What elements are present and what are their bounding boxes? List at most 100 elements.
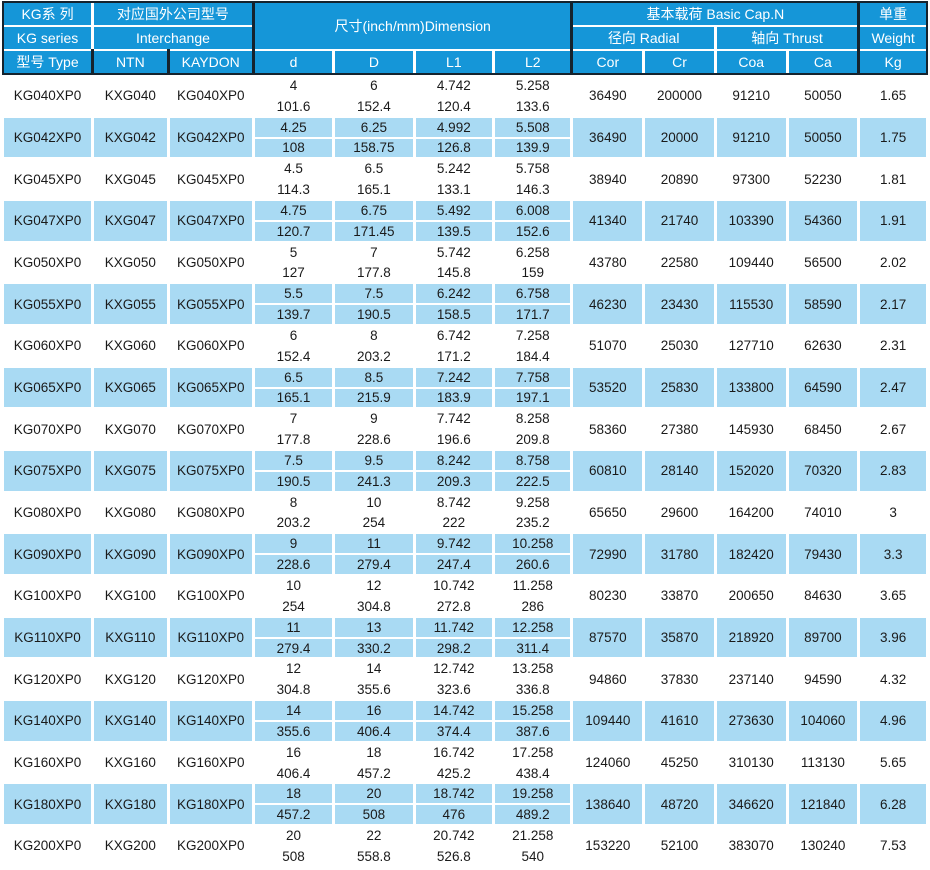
cell-dim-D: 9 228.6 [335, 408, 412, 450]
dim-inch-value: 7 [289, 411, 298, 427]
dim-inch-value: 11.258 [512, 577, 553, 593]
cell-ca: 64590 [788, 367, 858, 408]
table-row: KG180XP0 KXG180 KG180XP0 18 457.2 20 508 18.742… [4, 783, 926, 825]
dim-mm-value: 108 [282, 140, 305, 156]
dim-mm-value: 215.9 [357, 390, 391, 406]
dim-inch-value: 7.5 [254, 451, 333, 472]
cell-dim-d: 14 355.6 [254, 701, 333, 741]
dim-inch-value: 5.242 [436, 161, 471, 177]
dim-inch-value: 5.758 [515, 161, 550, 177]
cell-kaydon: KG042XP0 [169, 117, 252, 158]
dim-mm-value: 203.2 [276, 515, 311, 531]
dim-inch-value: 18.742 [415, 784, 493, 806]
cell-cor: 109440 [573, 701, 643, 741]
dim-mm-value: 197.1 [515, 390, 550, 406]
cell-ntn: KXG160 [104, 755, 156, 771]
cell-kaydon: KG065XP0 [169, 367, 252, 408]
dim-inch-value: 14.742 [415, 701, 493, 722]
dim-mm-value: 177.8 [276, 432, 311, 448]
dim-inch-value: 20 [286, 828, 302, 844]
header-dimension: 尺寸(inch/mm)Dimension [251, 1, 571, 51]
dim-inch-value: 6.5 [364, 161, 384, 177]
dim-inch-value: 6.75 [335, 201, 413, 222]
cell-kaydon: KG047XP0 [169, 201, 252, 241]
cell-kaydon: KG040XP0 [176, 88, 245, 104]
cell-dim-L1: 8.242 209.3 [415, 451, 493, 491]
table-row: KG200XP0 KXG200 KG200XP0 20 508 22 558.8 20.742… [4, 825, 926, 867]
cell-ca: 68450 [804, 421, 842, 437]
dim-mm-value: 279.4 [357, 557, 391, 573]
cell-dim-d: 4.5 114.3 [255, 158, 332, 200]
dim-mm-value: 254 [282, 598, 305, 614]
dim-inch-value: 8.242 [415, 451, 493, 472]
cell-dim-L1: 20.742 526.8 [416, 825, 492, 867]
cell-dim-D: 9.5 241.3 [335, 451, 413, 491]
cell-kaydon: KG180XP0 [169, 784, 252, 825]
cell-cor: 153220 [585, 838, 631, 854]
cell-ntn: KXG110 [94, 617, 167, 658]
cell-coa: 133800 [716, 367, 786, 408]
cell-dim-d: 4.75 120.7 [254, 201, 333, 241]
cell-kaydon: KG200XP0 [176, 838, 245, 854]
dim-inch-value: 18 [254, 784, 333, 806]
table-header: KG系 列 对应国外公司型号 尺寸(inch/mm)Dimension 基本载荷… [2, 1, 928, 75]
cell-ntn: KXG120 [104, 671, 156, 687]
cell-dim-D: 7.5 190.5 [335, 284, 413, 325]
cell-kaydon: KG050XP0 [176, 255, 245, 271]
cell-coa: 103390 [716, 201, 786, 241]
dim-inch-value: 8.258 [515, 411, 550, 427]
dim-mm-value: 101.6 [276, 98, 311, 114]
cell-kaydon: KG120XP0 [176, 671, 245, 687]
dim-mm-value: 286 [521, 598, 545, 614]
dim-inch-value: 9.742 [415, 534, 493, 556]
dim-mm-value: 126.8 [436, 140, 471, 156]
dim-mm-value: 323.6 [436, 682, 471, 698]
header-kg-series-en: KG series [4, 27, 92, 49]
dim-mm-value: 133.6 [515, 98, 550, 114]
cell-dim-D: 11 279.4 [335, 534, 413, 575]
cell-dim-d: 20 508 [255, 825, 332, 867]
cell-ca: 70320 [788, 451, 858, 491]
table-row: KG120XP0 KXG120 KG120XP0 12 304.8 14 355.6 12.7… [4, 658, 926, 700]
cell-ntn: KXG047 [94, 201, 167, 241]
cell-dim-d: 6.5 165.1 [254, 367, 333, 408]
cell-dim-L1: 5.742 145.8 [416, 242, 492, 284]
cell-ca: 52230 [804, 171, 842, 187]
table-row: KG045XP0 KXG045 KG045XP0 4.5 114.3 6.5 165.1 5.… [4, 158, 926, 200]
cell-cor: 72990 [573, 534, 643, 575]
cell-dim-L2: 10.258 260.6 [495, 534, 571, 575]
cell-cr: 31780 [645, 534, 714, 575]
cell-type: KG100XP0 [13, 588, 82, 604]
header-col-D: D [335, 51, 413, 73]
dim-inch-value: 10.258 [495, 534, 571, 556]
dim-mm-value: 304.8 [276, 682, 311, 698]
dim-mm-value: 146.3 [515, 182, 550, 198]
cell-cr: 25830 [645, 367, 714, 408]
cell-dim-d: 11 279.4 [254, 617, 333, 658]
cell-dim-L1: 6.242 158.5 [415, 284, 493, 325]
table-row: KG065XP0 KXG065 KG065XP0 6.5 165.1 8.5 215.9 7.… [4, 367, 926, 409]
cell-cor: 53520 [573, 367, 643, 408]
cell-dim-d: 9 228.6 [254, 534, 333, 575]
dim-mm-value: 165.1 [357, 182, 391, 198]
cell-ca: 84630 [804, 588, 842, 604]
cell-ntn: KXG140 [94, 701, 167, 741]
dim-inch-value: 6 [370, 77, 378, 93]
cell-cr: 52100 [660, 838, 699, 854]
cell-coa: 310130 [728, 755, 774, 771]
cell-coa: 273630 [716, 701, 786, 741]
dim-mm-value: 254 [362, 515, 386, 531]
cell-type: KG160XP0 [13, 755, 82, 771]
cell-type: KG047XP0 [4, 201, 92, 241]
cell-kg: 2.17 [860, 284, 926, 325]
cell-dim-L1: 4.992 126.8 [415, 117, 493, 158]
cell-dim-L2: 6.008 152.6 [495, 201, 571, 241]
cell-dim-d: 7.5 190.5 [254, 451, 333, 491]
cell-dim-d: 4 101.6 [255, 75, 332, 117]
table-row: KG040XP0 KXG040 KG040XP0 4 101.6 6 152.4 4.742 1… [4, 75, 926, 117]
cell-kg: 1.65 [879, 88, 907, 104]
table-row: KG100XP0 KXG100 KG100XP0 10 254 12 304.8 10.742… [4, 575, 926, 617]
cell-dim-L2: 19.258 489.2 [495, 784, 571, 825]
cell-dim-d: 8 203.2 [255, 492, 332, 534]
cell-type: KG120XP0 [13, 671, 82, 687]
